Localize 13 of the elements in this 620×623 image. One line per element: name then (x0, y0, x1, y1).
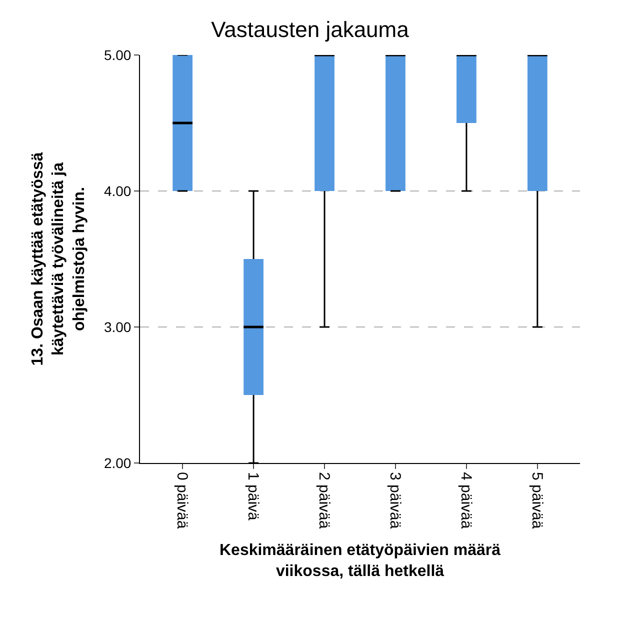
y-axis-title: 13. Osaan käyttää etätyössä käytettäviä työvälineitä ja ohjelmistoja hyvin. (29, 152, 88, 366)
x-tick-label: 3 päivää (386, 472, 404, 530)
chart-title: Vastausten jakauma (211, 17, 410, 42)
y-tick-label: 4.00 (104, 182, 132, 199)
x-tick-label: 5 päivää (528, 472, 546, 530)
y-tick-label: 5.00 (104, 46, 132, 63)
x-axis-title: Keskimääräinen etätyöpäivien määrä viikossa, tällä hetkellä (219, 542, 501, 580)
y-tick-label: 3.00 (104, 318, 132, 335)
x-tick-label: 4 päivää (458, 472, 475, 530)
x-tick-label: 0 päivää (174, 472, 191, 530)
x-tick-label: 2 päivää (316, 472, 333, 530)
y-tick-label: 2.00 (104, 454, 132, 471)
x-tick-label: 1 päivä (244, 472, 262, 522)
